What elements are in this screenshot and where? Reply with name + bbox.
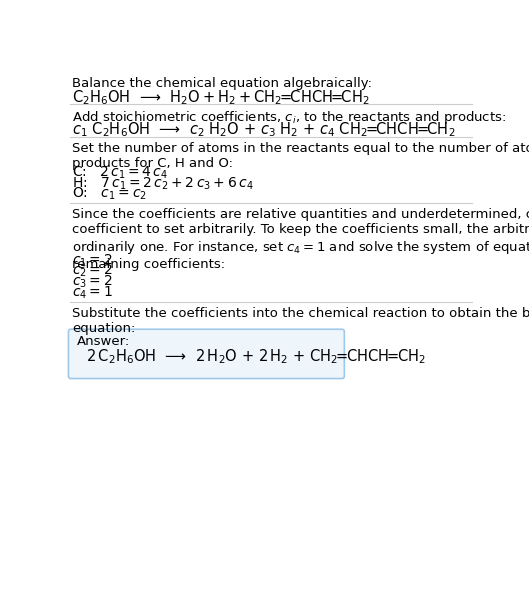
Text: Set the number of atoms in the reactants equal to the number of atoms in the
pro: Set the number of atoms in the reactants…	[72, 142, 529, 170]
Text: $2\,\mathsf{C_2H_6OH}$  ⟶  $2\,\mathsf{H_2O}$ $+$ $2\,\mathsf{H_2}$ $+$ $\mathsf: $2\,\mathsf{C_2H_6OH}$ ⟶ $2\,\mathsf{H_2…	[86, 347, 426, 365]
Text: $c_3 = 2$: $c_3 = 2$	[72, 274, 113, 290]
Text: H:   $7\,c_1 = 2\,c_2 + 2\,c_3 + 6\,c_4$: H: $7\,c_1 = 2\,c_2 + 2\,c_3 + 6\,c_4$	[72, 175, 254, 192]
Text: $c_4 = 1$: $c_4 = 1$	[72, 285, 113, 301]
Text: $c_1$ $\mathsf{C_2H_6OH}$  ⟶  $c_2$ $\mathsf{H_2O}$ $+$ $c_3$ $\mathsf{H_2}$ $+$: $c_1$ $\mathsf{C_2H_6OH}$ ⟶ $c_2$ $\math…	[72, 120, 455, 138]
Text: Since the coefficients are relative quantities and underdetermined, choose a
coe: Since the coefficients are relative quan…	[72, 208, 529, 271]
Text: $c_2 = 2$: $c_2 = 2$	[72, 263, 113, 279]
Text: $\mathsf{C_2H_6OH}$  ⟶  $\mathsf{H_2O + H_2 + CH_2\!\!=\!\!CHCH\!\!=\!\!CH_2}$: $\mathsf{C_2H_6OH}$ ⟶ $\mathsf{H_2O + H_…	[72, 88, 370, 107]
Text: $c_1 = 2$: $c_1 = 2$	[72, 253, 113, 269]
Text: C:   $2\,c_1 = 4\,c_4$: C: $2\,c_1 = 4\,c_4$	[72, 164, 169, 181]
Text: O:   $c_1 = c_2$: O: $c_1 = c_2$	[72, 186, 147, 202]
Text: Add stoichiometric coefficients, $c_i$, to the reactants and products:: Add stoichiometric coefficients, $c_i$, …	[72, 109, 507, 126]
Text: Answer:: Answer:	[77, 334, 130, 348]
Text: Balance the chemical equation algebraically:: Balance the chemical equation algebraica…	[72, 78, 372, 90]
FancyBboxPatch shape	[68, 329, 344, 379]
Text: Substitute the coefficients into the chemical reaction to obtain the balanced
eq: Substitute the coefficients into the che…	[72, 307, 529, 335]
